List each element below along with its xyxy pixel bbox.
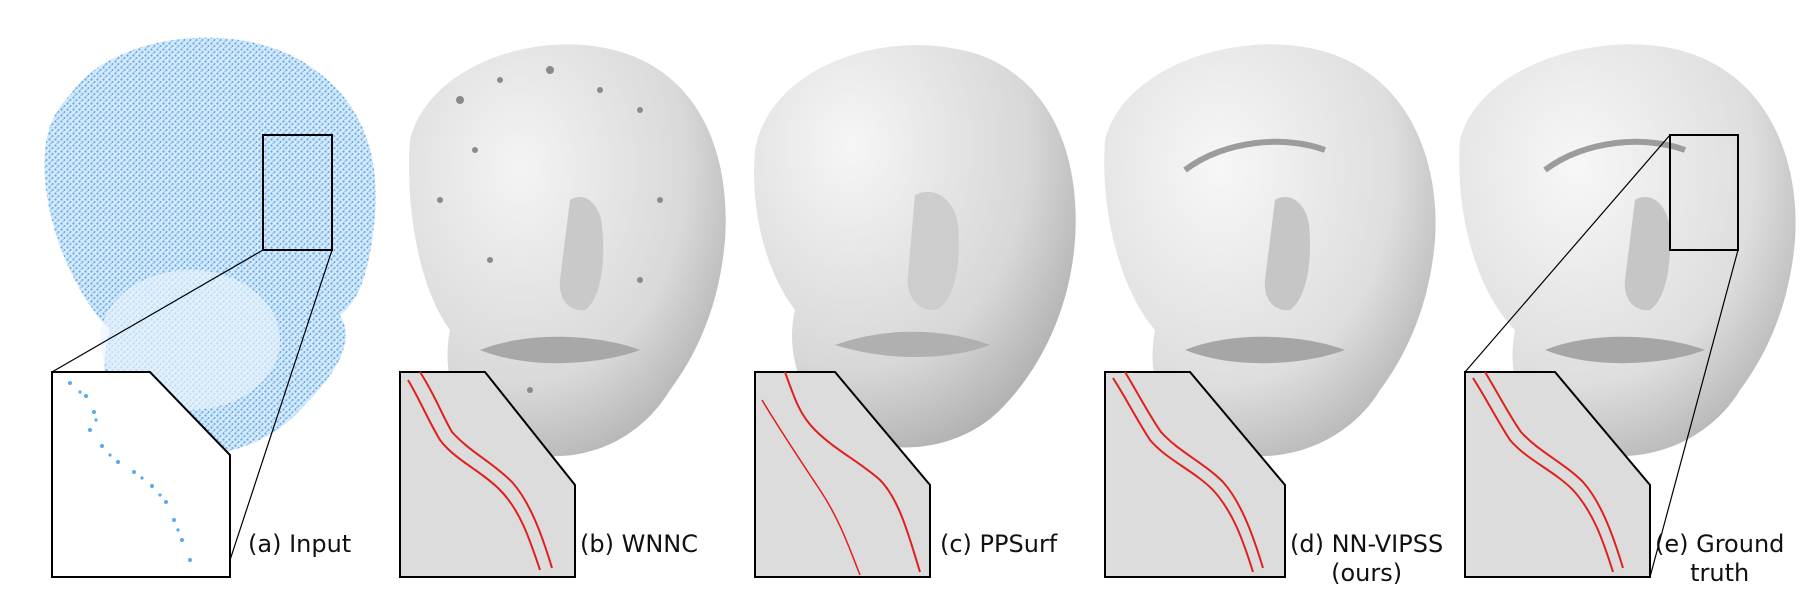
caption-line: (c) PPSurf	[940, 530, 1058, 558]
panel-input: (a) Input	[0, 0, 376, 616]
nose	[907, 191, 959, 311]
red-curve	[1484, 371, 1624, 569]
caption-e: (e) Ground truth	[1655, 530, 1784, 588]
caption-line: (a) Input	[248, 530, 352, 558]
nose	[1264, 196, 1311, 311]
nose	[1624, 196, 1671, 311]
caption-a: (a) Input	[248, 530, 351, 559]
point-cloud-render	[44, 37, 376, 578]
caption-b: (b) WNNC	[580, 530, 698, 559]
zoom-box	[1669, 134, 1739, 251]
panel-wnnc: (b) WNNC	[380, 0, 730, 616]
caption-line: truth	[1690, 559, 1750, 587]
zoom-connector-line	[229, 249, 333, 561]
red-curve	[419, 371, 553, 569]
red-curve	[1124, 371, 1264, 569]
mouth	[835, 331, 990, 358]
red-curve	[407, 379, 541, 571]
brow	[1183, 138, 1327, 173]
head-surface	[1459, 44, 1796, 457]
panel-ppsurf: (c) PPSurf	[740, 0, 1090, 616]
mouth	[480, 336, 640, 364]
caption-c: (c) PPSurf	[940, 530, 1057, 559]
nose	[559, 196, 604, 311]
mouth	[1545, 336, 1705, 364]
panel-ground-truth: (e) Ground truth	[1455, 0, 1818, 616]
zoom-inset-frame	[51, 371, 231, 578]
red-curve	[784, 371, 921, 573]
zoom-inset-frame	[754, 371, 931, 578]
zoom-connector-line	[51, 249, 264, 373]
caption-line: (ours)	[1331, 559, 1403, 587]
ppsurf-surface-render	[754, 45, 1076, 578]
surface-holes	[437, 66, 663, 393]
zoom-box	[262, 134, 333, 251]
ground-truth-surface-render	[1459, 44, 1796, 578]
caption-line: (e) Ground	[1655, 530, 1785, 558]
red-curve	[761, 399, 861, 576]
mouth	[1185, 336, 1345, 364]
red-curve	[1472, 377, 1614, 573]
caption-line: (b) WNNC	[580, 530, 698, 558]
caption-d: (d) NN-VIPSS (ours)	[1290, 530, 1443, 588]
wnnc-surface-render	[399, 44, 726, 578]
zoom-inset-frame	[399, 371, 576, 578]
zoom-inset-frame	[1464, 371, 1651, 578]
nn-vipss-surface-render	[1104, 44, 1436, 578]
panel-nn-vipss: (d) NN-VIPSS (ours)	[1095, 0, 1455, 616]
caption-line: (d) NN-VIPSS	[1290, 530, 1444, 558]
red-curve	[1112, 377, 1254, 573]
zoom-connector-line	[1649, 249, 1739, 578]
inset-points	[68, 381, 192, 562]
zoom-connector-line	[1464, 134, 1671, 373]
